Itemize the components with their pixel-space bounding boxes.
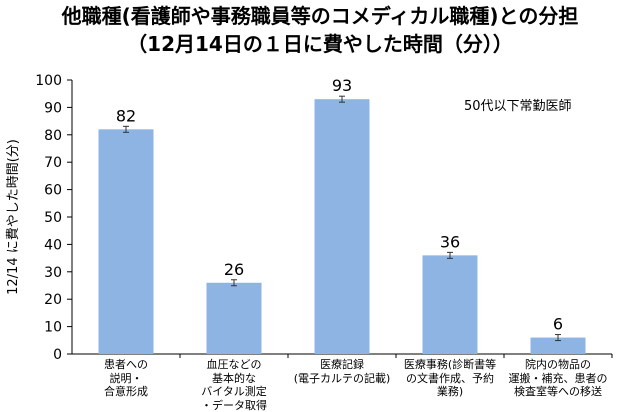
chart-title-line-1: 他職種(看護師や事務職員等のコメディカル職種)との分担 xyxy=(61,4,579,28)
bar xyxy=(530,337,586,354)
x-tick-label: 医療記録 (電子カルテの記載) xyxy=(293,358,391,385)
y-tick-label: 90 xyxy=(44,100,62,116)
y-tick-label: 100 xyxy=(35,73,62,89)
bar xyxy=(314,99,370,355)
y-tick-label: 30 xyxy=(44,265,62,281)
data-label: 6 xyxy=(553,315,563,334)
y-tick-label: 40 xyxy=(44,237,62,253)
x-tick-label: 医療事務(診断書等 の文書作成、予約 業務) xyxy=(403,358,497,398)
x-tick-label: 院内の物品の 運搬・補充、患者の 検査室等への移送 xyxy=(508,358,608,398)
y-tick-label: 80 xyxy=(44,128,62,144)
x-tick-label: 血圧などの 基本的な バイタル測定 ・データ取得 xyxy=(201,358,267,412)
bar xyxy=(206,282,262,354)
y-tick-label: 20 xyxy=(44,292,62,308)
data-label: 82 xyxy=(116,106,136,125)
chart-title-line-2: （12月14日の１日に費やした時間（分）） xyxy=(127,32,513,56)
bar xyxy=(98,129,154,354)
y-tick-label: 50 xyxy=(44,210,62,226)
y-tick-label: 60 xyxy=(44,183,62,199)
y-tick-label: 10 xyxy=(44,320,62,336)
data-label: 36 xyxy=(440,232,460,251)
y-tick-label: 0 xyxy=(53,347,62,363)
data-label: 93 xyxy=(332,76,352,95)
data-label: 26 xyxy=(224,260,244,279)
chart-annotation: 50代以下常勤医師 xyxy=(464,99,572,114)
bar xyxy=(422,255,478,354)
x-tick-label: 患者への 説明・ 合意形成 xyxy=(104,358,148,398)
y-tick-label: 70 xyxy=(44,155,62,171)
